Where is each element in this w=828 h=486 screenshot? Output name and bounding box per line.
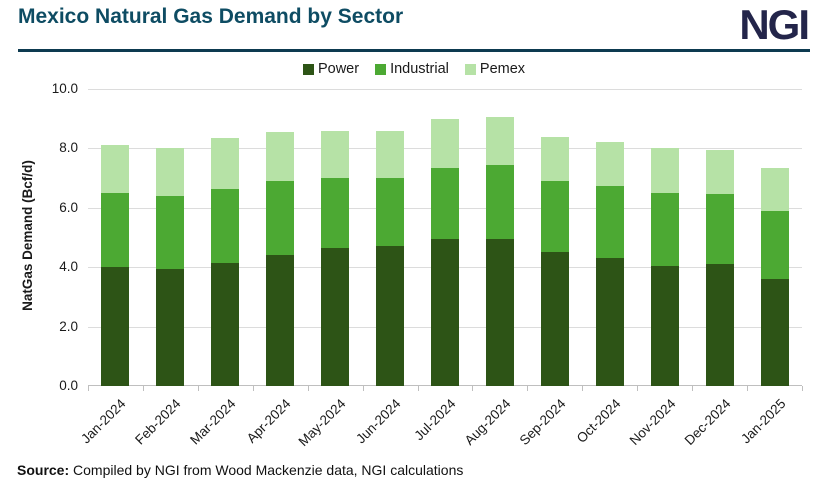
bar-Apr-2024-power	[266, 255, 295, 386]
xtick-mark	[417, 386, 419, 391]
ngi-logo: NGI	[739, 1, 810, 48]
ytick-label-8.0: 8.0	[59, 140, 78, 156]
bar-Aug-2024-industrial	[485, 164, 514, 239]
xtick-mark	[362, 386, 364, 391]
legend-label-power: Power	[317, 61, 360, 77]
xtick-mark	[747, 386, 749, 391]
xtick-mark	[88, 386, 89, 391]
bar-Mar-2024-industrial	[211, 188, 240, 263]
xtick-mark	[142, 386, 144, 391]
page-title: Mexico Natural Gas Demand by Sector	[18, 5, 404, 28]
ytick-label-0.0: 0.0	[59, 378, 78, 393]
bar-Jun-2024-pemex	[376, 130, 405, 179]
legend-swatch-industrial	[375, 63, 387, 75]
bar-Jul-2024-industrial	[431, 167, 459, 239]
xtick-mark	[692, 386, 694, 391]
bar-Dec-2024-industrial	[705, 194, 734, 265]
bar-Jan-2025-power	[760, 279, 789, 386]
bar-Oct-2024-power	[595, 258, 624, 386]
bar-Mar-2024-pemex	[211, 138, 240, 189]
xtick-mark	[197, 386, 199, 391]
bar-Jul-2024-pemex	[431, 118, 459, 168]
bar-Nov-2024-power	[650, 265, 679, 386]
bar-Jan-2024-pemex	[101, 145, 130, 193]
bar-Nov-2024-pemex	[650, 148, 679, 193]
legend-swatch-power	[302, 63, 314, 75]
bar-Apr-2024-industrial	[266, 181, 295, 256]
bar-Oct-2024-pemex	[595, 142, 624, 186]
legend-item-pemex: Pemex	[464, 61, 526, 77]
bar-Oct-2024-industrial	[595, 185, 624, 259]
legend-item-power: Power	[302, 61, 360, 77]
legend-item-industrial: Industrial	[375, 61, 449, 77]
plot-area	[88, 89, 802, 386]
xtick-mark	[307, 386, 309, 391]
ytick-label-10.0: 10.0	[51, 81, 78, 96]
bar-Dec-2024-power	[705, 264, 734, 386]
chart-legend: Power Industrial Pemex	[0, 61, 828, 77]
source-note: Source: Compiled by NGI from Wood Macken…	[17, 462, 463, 478]
bar-Mar-2024-power	[211, 262, 240, 386]
xtick-mark	[527, 386, 529, 391]
bar-Aug-2024-power	[485, 239, 514, 386]
bar-Jan-2024-power	[101, 267, 130, 386]
bar-Jan-2025-pemex	[760, 167, 789, 211]
bar-Dec-2024-pemex	[705, 149, 734, 195]
ytick-label-6.0: 6.0	[59, 199, 78, 215]
gridline-10	[88, 89, 802, 90]
bar-Feb-2024-pemex	[156, 148, 185, 196]
bar-Feb-2024-industrial	[156, 195, 185, 269]
xtick-mark	[637, 386, 639, 391]
legend-swatch-pemex	[464, 63, 476, 75]
bar-Sep-2024-pemex	[540, 136, 569, 182]
bar-Feb-2024-power	[156, 268, 185, 386]
bar-Jun-2024-industrial	[376, 178, 405, 247]
bar-May-2024-pemex	[321, 130, 350, 179]
bar-Jul-2024-power	[431, 239, 459, 386]
bar-Jan-2024-industrial	[101, 192, 130, 268]
legend-label-industrial: Industrial	[390, 61, 449, 77]
y-axis-title: NatGas Demand (Bcf/d)	[20, 160, 35, 311]
xtick-mark	[472, 386, 474, 391]
xtick-mark	[582, 386, 584, 391]
legend-label-pemex: Pemex	[479, 61, 526, 77]
bar-May-2024-industrial	[321, 178, 350, 248]
bar-Jan-2025-industrial	[760, 210, 789, 280]
xtick-mark	[252, 386, 254, 391]
header-divider	[18, 49, 810, 52]
ytick-label-2.0: 2.0	[59, 318, 78, 334]
ytick-label-4.0: 4.0	[59, 259, 78, 275]
source-text: Compiled by NGI from Wood Mackenzie data…	[69, 462, 464, 478]
xtick-mark	[802, 386, 803, 391]
bar-Aug-2024-pemex	[485, 117, 514, 165]
bar-May-2024-power	[321, 247, 350, 386]
bar-Sep-2024-industrial	[540, 181, 569, 253]
source-label: Source:	[17, 462, 70, 478]
bar-Jun-2024-power	[376, 246, 405, 386]
bar-Sep-2024-power	[540, 252, 569, 386]
bar-Apr-2024-pemex	[266, 132, 295, 182]
bar-Nov-2024-industrial	[650, 192, 679, 266]
